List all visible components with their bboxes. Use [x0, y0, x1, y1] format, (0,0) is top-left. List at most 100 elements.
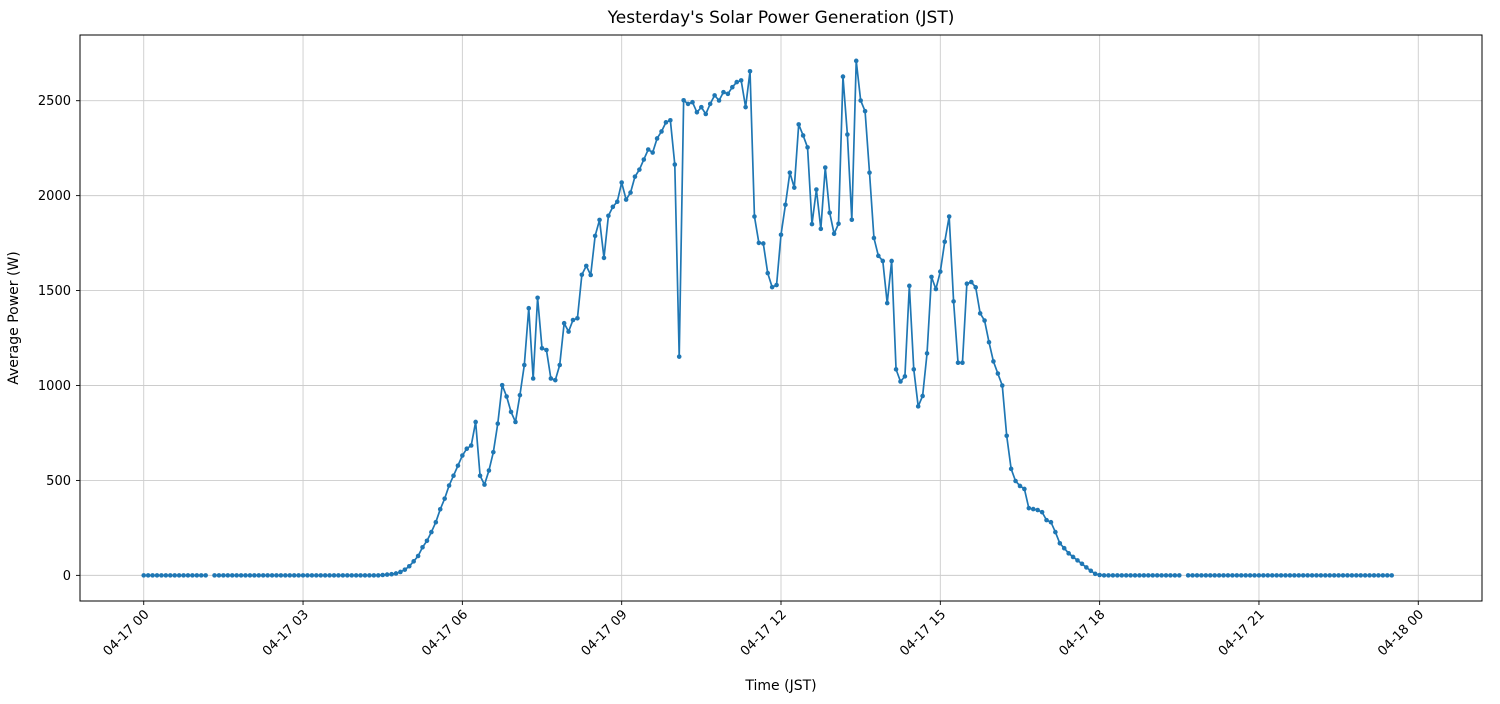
data-point-marker	[1154, 573, 1160, 578]
data-point-marker	[1340, 573, 1346, 578]
data-point-marker	[858, 98, 863, 103]
data-point-marker	[1022, 486, 1027, 492]
data-point-marker	[1123, 573, 1129, 578]
data-point-marker	[836, 221, 841, 227]
data-point-marker	[508, 409, 514, 415]
data-point-marker	[539, 345, 545, 351]
data-point-marker	[1287, 573, 1293, 578]
data-point-marker	[1013, 478, 1018, 484]
data-point-marker	[1190, 573, 1195, 578]
data-point-marker	[933, 286, 939, 292]
data-point-marker	[623, 197, 629, 202]
data-point-marker	[853, 58, 859, 64]
data-point-marker	[929, 274, 934, 280]
data-point-marker	[384, 572, 390, 577]
data-point-marker	[1212, 573, 1217, 578]
data-point-marker	[725, 91, 731, 97]
data-point-marker	[371, 573, 377, 578]
data-point-marker	[141, 573, 147, 578]
data-point-marker	[274, 573, 279, 578]
data-point-marker	[291, 573, 297, 578]
data-point-marker	[247, 573, 253, 578]
data-point-marker	[1008, 466, 1014, 472]
data-point-marker	[774, 282, 779, 288]
data-point-marker	[1128, 573, 1133, 578]
data-point-marker	[964, 281, 970, 287]
data-point-marker	[300, 573, 306, 578]
data-point-marker	[955, 360, 961, 366]
data-point-marker	[522, 362, 527, 368]
data-point-marker	[517, 392, 523, 398]
data-point-marker	[221, 573, 226, 578]
data-point-marker	[889, 258, 894, 264]
data-point-marker	[769, 284, 775, 290]
data-point-marker	[676, 354, 682, 359]
x-tick-label: 04-17 06	[419, 607, 471, 659]
data-point-marker	[1163, 573, 1169, 578]
y-tick-label: 1500	[38, 284, 71, 299]
data-point-marker	[654, 136, 660, 141]
data-point-marker	[353, 573, 359, 578]
data-point-marker	[1247, 573, 1253, 578]
data-point-marker	[327, 573, 332, 578]
data-point-marker	[1053, 529, 1058, 535]
data-point-marker	[482, 482, 487, 487]
data-point-marker	[513, 419, 518, 425]
data-point-marker	[1159, 573, 1164, 578]
data-point-marker	[1026, 505, 1032, 511]
data-point-marker	[1119, 573, 1125, 578]
x-tick-label: 04-17 03	[260, 607, 312, 659]
data-point-marker	[1150, 573, 1156, 578]
data-point-marker	[380, 572, 386, 578]
data-point-marker	[176, 573, 182, 578]
data-point-marker	[685, 101, 691, 107]
data-point-marker	[938, 269, 943, 274]
data-point-marker	[265, 573, 270, 578]
data-point-marker	[1194, 573, 1200, 578]
data-point-marker	[1230, 573, 1235, 578]
data-point-marker	[880, 258, 886, 264]
data-point-marker	[530, 376, 536, 381]
data-point-marker	[420, 544, 425, 550]
data-point-marker	[1261, 573, 1266, 578]
data-point-marker	[167, 573, 173, 578]
data-point-marker	[345, 573, 350, 578]
data-point-marker	[1110, 573, 1116, 578]
data-point-marker	[814, 187, 819, 192]
data-point-marker	[637, 167, 642, 172]
data-point-marker	[296, 573, 301, 578]
data-point-marker	[668, 117, 673, 123]
data-point-marker	[707, 101, 713, 107]
data-point-marker	[260, 573, 266, 578]
data-point-marker	[787, 170, 793, 175]
data-point-marker	[1084, 565, 1089, 570]
data-point-marker	[796, 122, 801, 127]
data-point-marker	[969, 279, 974, 285]
x-tick-label: 04-17 15	[897, 607, 949, 659]
data-point-marker	[455, 463, 461, 468]
data-point-marker	[641, 157, 647, 162]
data-point-marker	[845, 132, 850, 137]
data-point-marker	[190, 573, 195, 578]
data-point-marker	[712, 93, 717, 98]
data-point-marker	[1106, 573, 1111, 578]
data-point-marker	[800, 133, 806, 138]
data-point-marker	[464, 446, 470, 452]
data-point-marker	[1048, 519, 1054, 525]
data-point-marker	[216, 573, 222, 578]
data-point-marker	[876, 253, 881, 259]
data-point-marker	[694, 109, 700, 115]
data-point-marker	[672, 162, 678, 167]
data-point-marker	[163, 573, 169, 578]
data-point-marker	[1327, 573, 1333, 578]
data-point-marker	[499, 382, 505, 388]
data-point-marker	[721, 89, 726, 95]
data-point-marker	[1199, 573, 1204, 578]
data-point-marker	[840, 74, 846, 79]
data-point-marker	[681, 98, 686, 103]
data-point-marker	[269, 573, 275, 578]
data-point-marker	[827, 210, 832, 216]
data-point-marker	[314, 573, 319, 578]
data-point-marker	[761, 241, 766, 246]
data-point-marker	[234, 573, 239, 578]
